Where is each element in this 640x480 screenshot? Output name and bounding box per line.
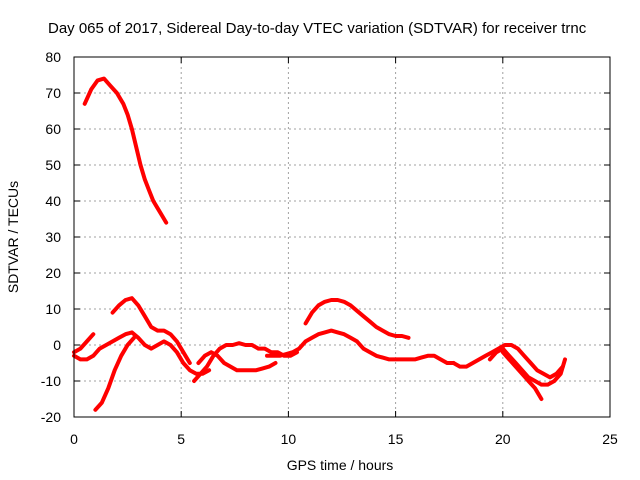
chart-title: Day 065 of 2017, Sidereal Day-to-day VTE… bbox=[48, 20, 587, 37]
series-arc-6 bbox=[192, 341, 299, 383]
series-arc-8 bbox=[265, 328, 456, 365]
y-tick-label: 60 bbox=[45, 121, 61, 137]
y-tick-label: 50 bbox=[45, 157, 61, 173]
x-tick-label: 0 bbox=[70, 431, 78, 447]
x-tick-label: 15 bbox=[388, 431, 404, 447]
grid bbox=[74, 57, 610, 417]
x-axis-label: GPS time / hours bbox=[287, 457, 394, 473]
series-arc-3 bbox=[93, 335, 136, 412]
x-tick-label: 25 bbox=[602, 431, 618, 447]
y-tick-label: 70 bbox=[45, 85, 61, 101]
y-tick-label: 80 bbox=[45, 49, 61, 65]
series-arc-11 bbox=[487, 346, 567, 387]
series-arc-4 bbox=[72, 330, 212, 376]
series-arc-7 bbox=[196, 350, 278, 373]
y-tick-label: 20 bbox=[45, 265, 61, 281]
y-tick-label: 30 bbox=[45, 229, 61, 245]
y-tick-label: 0 bbox=[53, 337, 61, 353]
axis-ticks: 0 5 10 15 20 25 -20 -10 0 10 20 30 40 50 60 70 80 bbox=[41, 49, 618, 447]
series-arc-12 bbox=[500, 350, 544, 401]
series-arc-10 bbox=[451, 343, 565, 380]
series-layer bbox=[72, 76, 567, 412]
x-tick-label: 5 bbox=[177, 431, 185, 447]
y-tick-label: -20 bbox=[41, 409, 61, 425]
y-tick-label: 10 bbox=[45, 301, 61, 317]
y-axis-label: SDTVAR / TECUs bbox=[5, 181, 21, 293]
y-tick-label: -10 bbox=[41, 373, 61, 389]
x-tick-label: 20 bbox=[495, 431, 511, 447]
series-arc-1 bbox=[82, 76, 169, 225]
x-tick-label: 10 bbox=[281, 431, 297, 447]
series-arc-2 bbox=[110, 296, 192, 365]
series-arc-5 bbox=[72, 332, 96, 355]
series-arc-9 bbox=[303, 298, 411, 340]
y-tick-label: 40 bbox=[45, 193, 61, 209]
